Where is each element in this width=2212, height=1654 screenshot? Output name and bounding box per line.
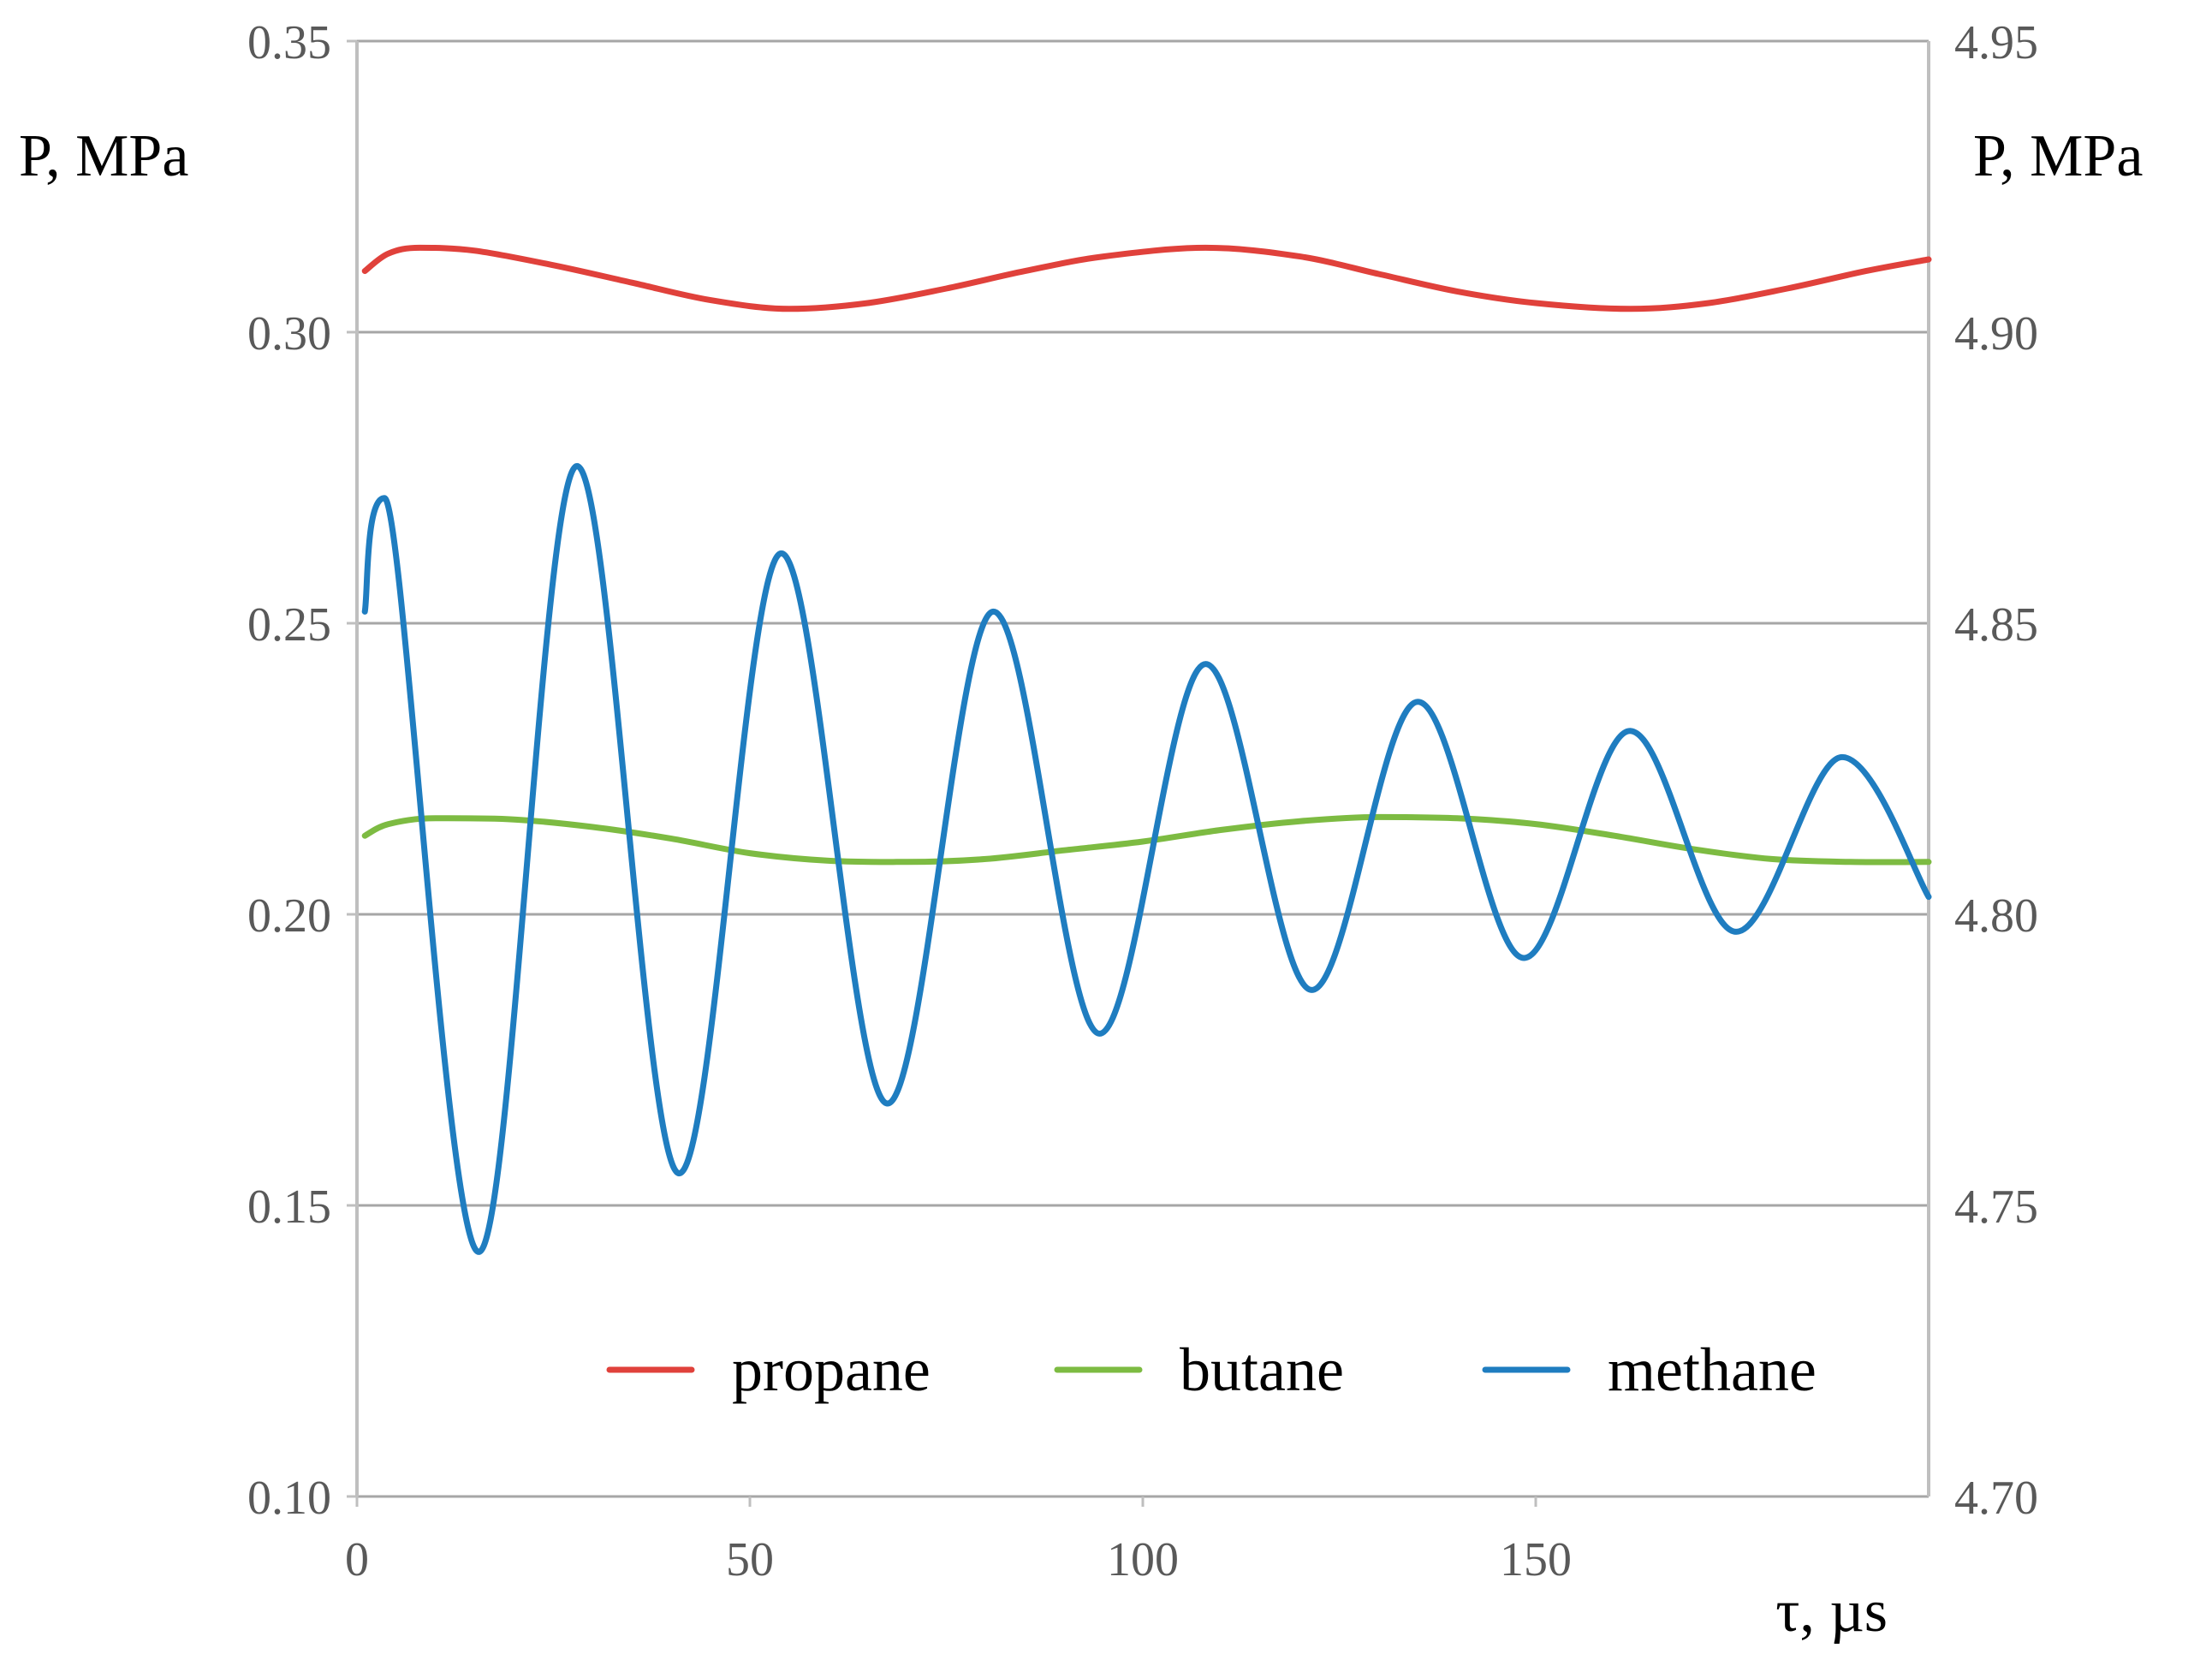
methane-line bbox=[361, 462, 1932, 1255]
right-tick-label: 4.95 bbox=[1954, 16, 2038, 69]
axes bbox=[355, 41, 1930, 1496]
right-tick-label: 4.90 bbox=[1954, 307, 2038, 360]
left-tick-label: 0.20 bbox=[247, 889, 331, 943]
right-axis-title: P, MPa bbox=[1973, 123, 2143, 189]
left-tick-label: 0.25 bbox=[247, 598, 331, 651]
gridlines bbox=[347, 39, 1929, 1498]
left-axis-tick-labels: 0.10 0.15 0.20 0.25 0.30 0.35 bbox=[247, 16, 331, 1525]
butane-legend-label: butane bbox=[1180, 1336, 1344, 1404]
left-axis-title: P, MPa bbox=[19, 123, 188, 189]
left-tick-label: 0.15 bbox=[247, 1181, 331, 1234]
x-tick-label: 50 bbox=[726, 1533, 774, 1586]
legend: propane butane methane bbox=[606, 1336, 1817, 1404]
x-tick-label: 100 bbox=[1107, 1533, 1179, 1586]
right-tick-label: 4.70 bbox=[1954, 1472, 2038, 1525]
left-tick-label: 0.35 bbox=[247, 16, 331, 69]
x-tick-label: 0 bbox=[345, 1533, 369, 1586]
right-tick-label: 4.75 bbox=[1954, 1181, 2038, 1234]
left-tick-label: 0.10 bbox=[247, 1472, 331, 1525]
left-tick-label: 0.30 bbox=[247, 307, 331, 360]
right-tick-label: 4.85 bbox=[1954, 598, 2038, 651]
x-axis-tick-labels: 0 50 100 150 bbox=[345, 1496, 1572, 1586]
propane-line bbox=[361, 244, 1932, 312]
x-axis-title: τ, µs bbox=[1775, 1579, 1888, 1645]
right-axis-tick-labels: 4.70 4.75 4.80 4.85 4.90 4.95 bbox=[1954, 16, 2038, 1525]
right-tick-label: 4.80 bbox=[1954, 889, 2038, 943]
x-tick-label: 150 bbox=[1500, 1533, 1572, 1586]
series-lines bbox=[361, 244, 1932, 1255]
methane-legend-label: methane bbox=[1608, 1336, 1817, 1404]
propane-legend-label: propane bbox=[732, 1336, 931, 1404]
butane-line bbox=[361, 813, 1932, 866]
